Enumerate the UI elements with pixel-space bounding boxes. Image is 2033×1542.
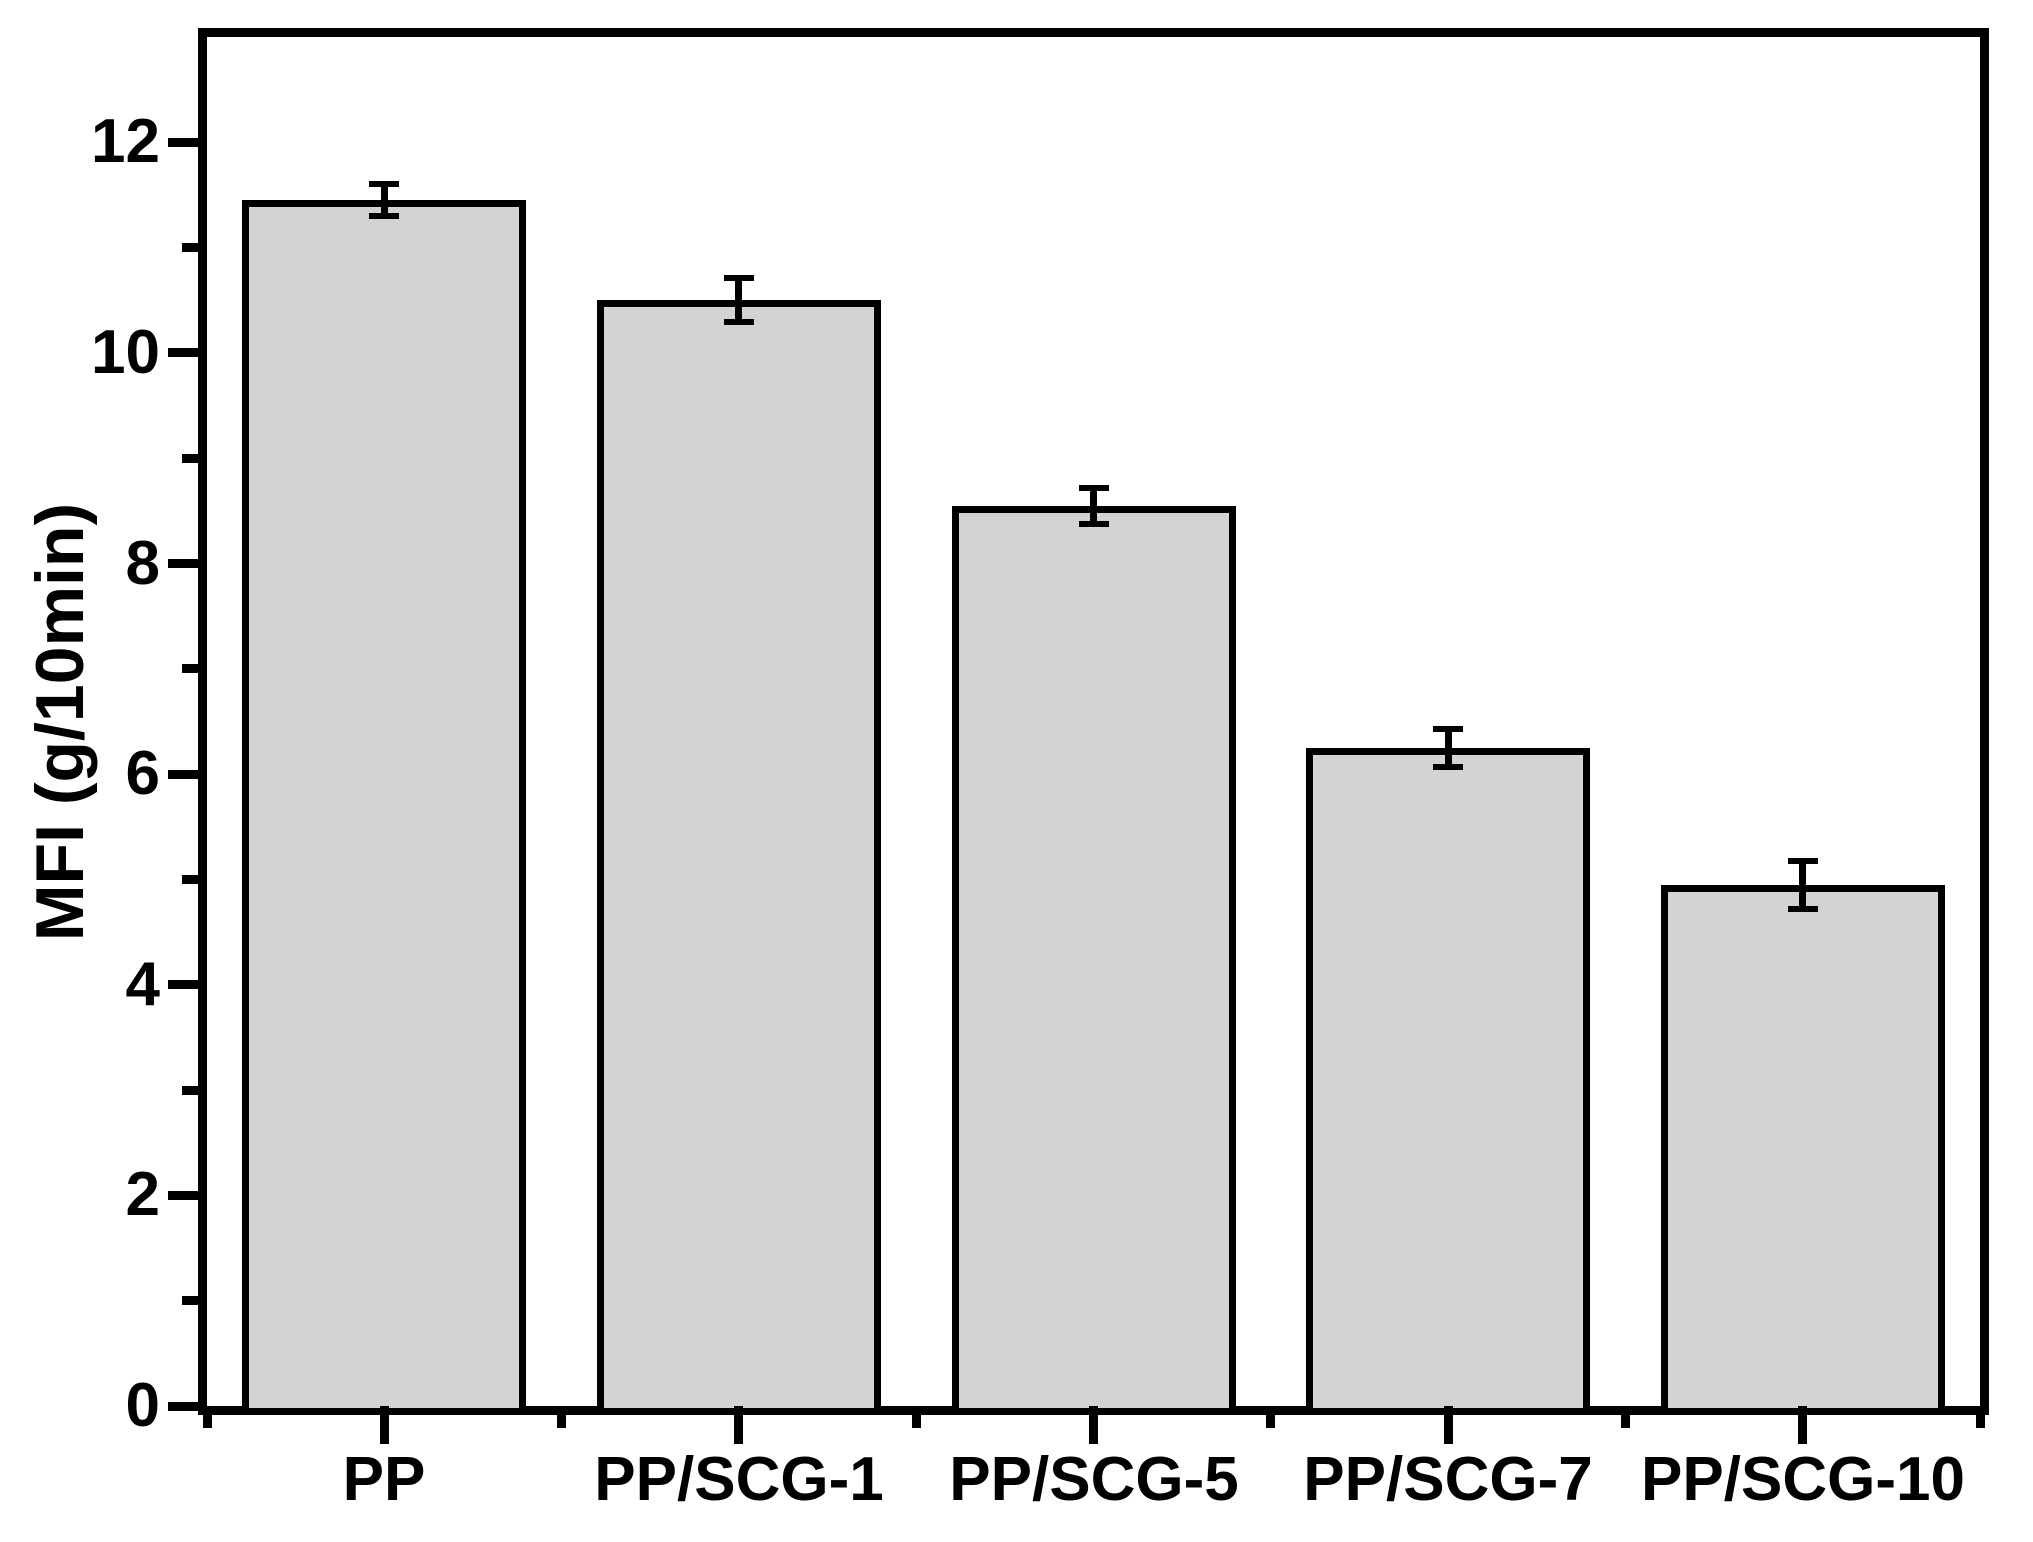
bar-pp xyxy=(242,200,526,1415)
x-minor-tick xyxy=(1266,1406,1275,1428)
y-major-tick xyxy=(168,1191,207,1200)
y-major-tick xyxy=(168,1402,207,1411)
bar-pp-scg-5 xyxy=(952,506,1236,1415)
x-tick-label-pp-scg-1: PP/SCG-1 xyxy=(594,1445,884,1514)
y-major-tick xyxy=(168,559,207,568)
error-bar-cap-top-pp-scg-5 xyxy=(1079,485,1109,491)
y-major-tick xyxy=(168,348,207,357)
bar-pp-scg-10 xyxy=(1661,885,1945,1415)
x-minor-tick xyxy=(203,1406,212,1428)
x-major-tick xyxy=(1089,1406,1098,1444)
error-bar-cap-top-pp-scg-10 xyxy=(1788,858,1818,864)
y-minor-tick xyxy=(182,1296,207,1305)
x-minor-tick xyxy=(1976,1406,1985,1428)
error-bar-cap-bottom-pp-scg-7 xyxy=(1433,764,1463,770)
error-bar-line-pp-scg-7 xyxy=(1445,729,1452,767)
x-tick-label-pp: PP xyxy=(342,1445,426,1514)
error-bar-cap-bottom-pp-scg-5 xyxy=(1079,521,1109,527)
x-major-tick xyxy=(380,1406,389,1444)
error-bar-cap-top-pp-scg-7 xyxy=(1433,726,1463,732)
x-minor-tick xyxy=(557,1406,566,1428)
bar-pp-scg-1 xyxy=(597,300,881,1415)
x-major-tick xyxy=(734,1406,743,1444)
y-tick-label: 8 xyxy=(125,529,160,598)
y-minor-tick xyxy=(182,875,207,884)
y-tick-label: 0 xyxy=(125,1371,160,1440)
error-bar-cap-top-pp-scg-1 xyxy=(724,275,754,281)
error-bar-cap-bottom-pp xyxy=(369,213,399,219)
x-minor-tick xyxy=(912,1406,921,1428)
y-minor-tick xyxy=(182,1086,207,1095)
x-major-tick xyxy=(1444,1406,1453,1444)
y-tick-label: 4 xyxy=(125,950,160,1019)
y-axis-title: MFI (g/10min) xyxy=(22,502,98,942)
y-minor-tick xyxy=(182,243,207,252)
x-major-tick xyxy=(1798,1406,1807,1444)
x-minor-tick xyxy=(1621,1406,1630,1428)
y-minor-tick xyxy=(182,664,207,673)
error-bar-line-pp xyxy=(381,184,388,216)
error-bar-line-pp-scg-5 xyxy=(1090,488,1097,524)
y-tick-label: 12 xyxy=(91,107,160,176)
error-bar-line-pp-scg-10 xyxy=(1799,861,1806,909)
x-tick-label-pp-scg-5: PP/SCG-5 xyxy=(949,1445,1239,1514)
x-tick-label-pp-scg-10: PP/SCG-10 xyxy=(1641,1445,1965,1514)
error-bar-cap-bottom-pp-scg-10 xyxy=(1788,906,1818,912)
y-tick-label: 2 xyxy=(125,1160,160,1229)
error-bar-line-pp-scg-1 xyxy=(735,278,742,322)
y-tick-label: 6 xyxy=(125,739,160,808)
error-bar-cap-bottom-pp-scg-1 xyxy=(724,319,754,325)
error-bar-cap-top-pp xyxy=(369,181,399,187)
y-tick-label: 10 xyxy=(91,318,160,387)
bar-pp-scg-7 xyxy=(1306,748,1590,1415)
y-major-tick xyxy=(168,980,207,989)
y-major-tick xyxy=(168,138,207,147)
x-tick-label-pp-scg-7: PP/SCG-7 xyxy=(1303,1445,1593,1514)
y-minor-tick xyxy=(182,454,207,463)
y-major-tick xyxy=(168,770,207,779)
